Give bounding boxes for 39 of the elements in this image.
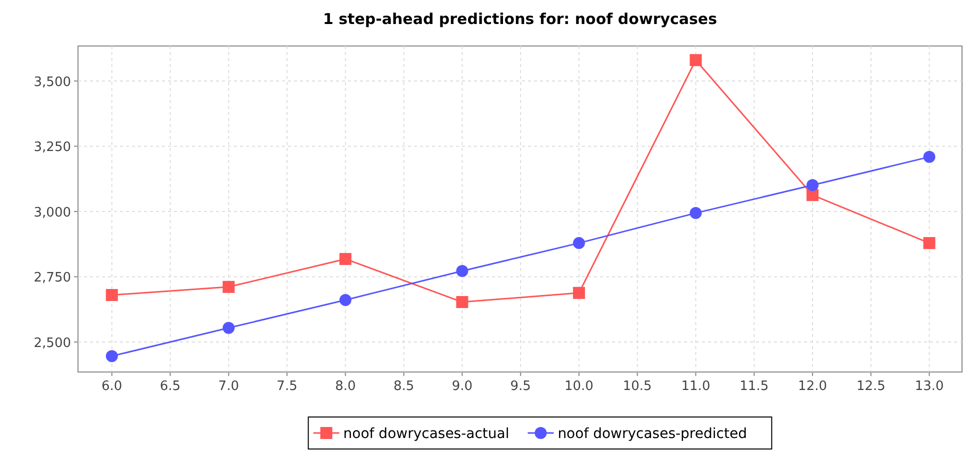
x-tick-label: 9.0 [452, 379, 473, 394]
point [572, 286, 585, 299]
x-tick-label: 12.5 [856, 379, 886, 394]
chart-title: 1 step-ahead predictions for: noof dowrycases [322, 10, 718, 28]
x-tick-label: 10.5 [622, 379, 652, 394]
x-tick-label: 12.0 [798, 379, 827, 394]
y-tick-label: 2,750 [34, 270, 71, 286]
point [690, 54, 702, 66]
point [690, 207, 702, 220]
point [806, 189, 819, 202]
x-tick-label: 8.5 [393, 379, 414, 394]
x-tick-label: 9.5 [510, 379, 531, 394]
point [572, 237, 585, 250]
point [222, 322, 235, 334]
x-tick-label: 8.0 [335, 379, 356, 394]
point [923, 237, 936, 250]
legend-label: noof dowrycases-actual [343, 426, 510, 442]
point [222, 280, 235, 293]
x-tick-label: 11.5 [740, 379, 769, 394]
point [923, 150, 936, 163]
y-tick-label: 2,500 [34, 336, 71, 351]
point [339, 252, 352, 265]
x-tick-label: 7.5 [276, 379, 298, 394]
y-tick-label: 3,000 [34, 205, 71, 220]
legend-label: noof dowrycases-predicted [558, 426, 747, 442]
x-tick-label: 6.0 [102, 379, 122, 394]
x-tick-label: 6.5 [160, 379, 181, 394]
x-tick-label: 7.0 [218, 379, 239, 394]
point [339, 294, 352, 306]
y-tick-label: 3,250 [34, 140, 71, 156]
point [456, 264, 468, 277]
point [456, 296, 468, 308]
x-tick-label: 11.0 [681, 379, 710, 394]
point [806, 179, 819, 192]
x-tick-label: 13.0 [914, 379, 944, 394]
y-tick-label: 3,500 [34, 74, 71, 90]
x-tick-label: 10.0 [564, 379, 594, 394]
point [106, 289, 118, 301]
point [106, 350, 118, 362]
